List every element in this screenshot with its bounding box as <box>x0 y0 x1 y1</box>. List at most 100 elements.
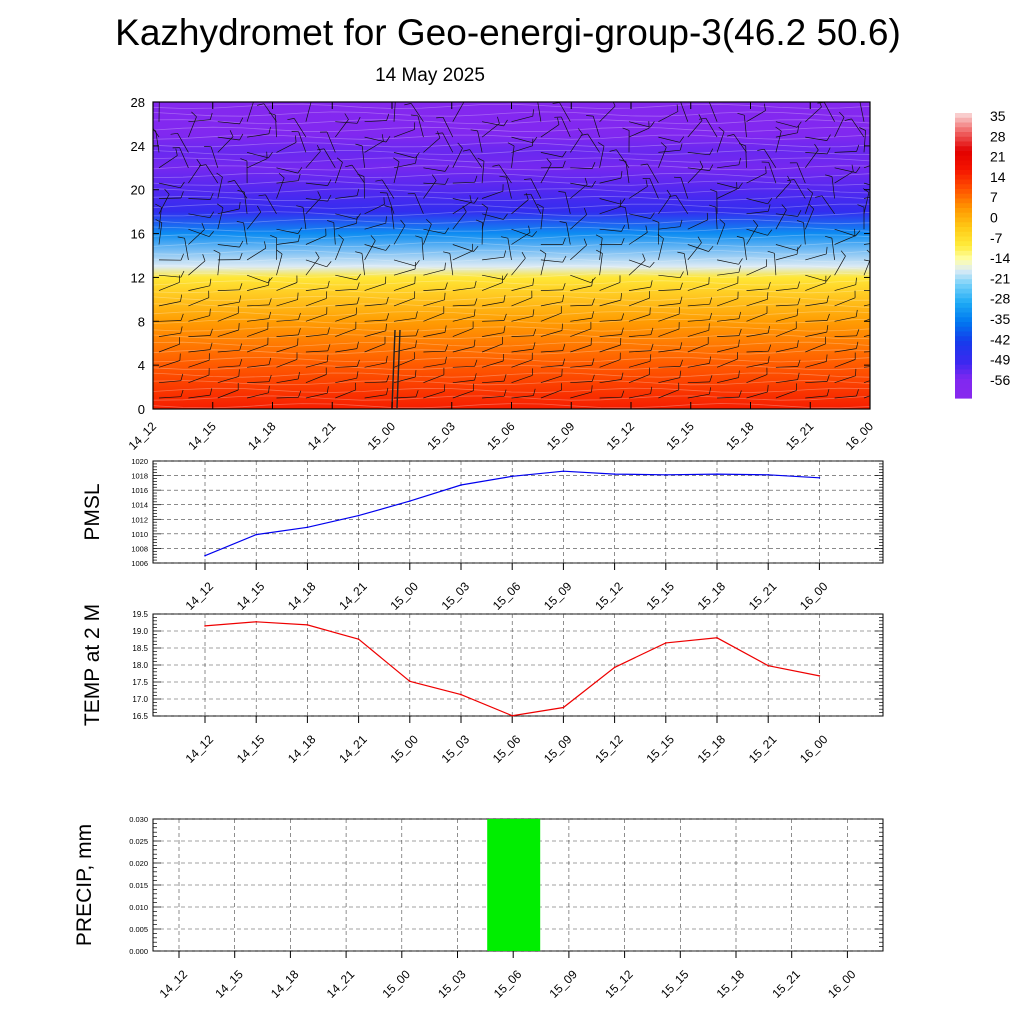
wind-barb <box>625 161 630 184</box>
wind-barb-flag <box>326 220 334 223</box>
wind-barb <box>335 121 358 124</box>
wind-barb-flag <box>652 219 660 223</box>
wind-barb-flag <box>370 235 376 241</box>
wind-barb <box>188 394 211 399</box>
wind-barb <box>599 206 621 215</box>
wind-barb <box>335 389 356 399</box>
wind-barb <box>687 167 710 171</box>
wind-barb <box>628 260 646 276</box>
wind-barb <box>559 102 571 122</box>
wind-barb <box>658 313 680 322</box>
wind-barb <box>511 228 533 237</box>
wind-barb <box>155 130 160 153</box>
wind-barb <box>863 192 870 214</box>
wind-barb-flag <box>562 160 566 168</box>
wind-barb-flag <box>229 130 234 137</box>
wind-barb-flag <box>443 384 446 392</box>
wind-barb <box>158 182 181 189</box>
wind-barb-flag <box>620 293 622 301</box>
wind-barb-flag <box>444 356 447 364</box>
wind-barb <box>305 374 327 384</box>
wind-barb-flag <box>432 174 437 181</box>
wind-barb <box>863 366 870 368</box>
wind-barb <box>393 225 406 245</box>
wind-barb <box>364 362 387 368</box>
wind-barb <box>616 149 630 168</box>
y-tick-label: 1016 <box>131 486 148 495</box>
wind-barb <box>393 162 416 169</box>
wind-barb-flag <box>356 216 358 224</box>
x-tick-label: 14_18 <box>285 732 319 766</box>
wind-barb-flag <box>239 343 243 351</box>
wind-barb-flag <box>415 390 419 398</box>
contour-line <box>153 364 870 370</box>
wind-barb <box>246 102 254 122</box>
wind-barb-flag <box>521 251 526 259</box>
wind-barb-flag <box>209 388 213 396</box>
x-tick-label: 14_21 <box>336 579 370 613</box>
wind-barb-flag <box>198 164 206 167</box>
colorbar-segment <box>955 203 972 209</box>
wind-barb <box>305 151 321 169</box>
wind-barb-flag <box>356 188 360 196</box>
wind-barb-flag <box>298 312 301 320</box>
wind-barb <box>210 146 219 168</box>
wind-barb-flag <box>531 231 538 237</box>
contour-line <box>153 134 870 140</box>
wind-barb <box>570 214 587 230</box>
wind-barb-flag <box>562 294 565 302</box>
wind-barb-flag <box>844 118 852 121</box>
wind-barb-flag <box>385 323 387 331</box>
wind-barb <box>364 136 387 143</box>
wind-barb <box>335 288 358 291</box>
wind-barb <box>687 120 703 138</box>
y-tick-label: 0 <box>138 402 145 417</box>
wind-barb-flag <box>477 157 485 162</box>
contour-line <box>153 349 870 355</box>
wind-barb <box>276 167 298 174</box>
wind-barb-flag <box>738 157 741 165</box>
y-tick-label: 1014 <box>131 501 148 510</box>
contour-line <box>153 203 870 209</box>
wind-barb <box>423 332 446 337</box>
y-tick-label: 1012 <box>131 515 148 524</box>
wind-barb-flag <box>536 203 544 208</box>
wind-barb-flag <box>767 229 773 236</box>
wind-barb <box>423 223 432 245</box>
wind-barb <box>477 130 483 153</box>
wind-barb-flag <box>562 358 566 366</box>
wind-barb <box>775 304 798 307</box>
wind-barb <box>158 301 181 307</box>
wind-barb <box>863 196 870 199</box>
contour-line <box>153 341 870 347</box>
wind-barb <box>628 297 650 307</box>
wind-barb-flag <box>797 210 802 217</box>
wind-barb <box>599 319 622 322</box>
contour-line <box>153 357 870 363</box>
wind-barb <box>158 332 181 337</box>
colorbar-label: 14 <box>990 169 1006 185</box>
wind-barb <box>863 304 870 307</box>
wind-barb-flag <box>385 136 391 143</box>
wind-barb <box>687 242 702 261</box>
contour-line <box>153 326 870 332</box>
wind-barb <box>507 238 512 260</box>
wind-barb <box>393 358 415 368</box>
y-tick-label: 0.015 <box>129 881 148 890</box>
data-point <box>767 474 769 476</box>
wind-barb <box>746 228 768 236</box>
wind-barb-flag <box>524 178 532 180</box>
x-tick-label: 14_15 <box>212 967 246 1001</box>
wind-barb <box>452 346 475 353</box>
y-tick-label: 12 <box>131 270 145 285</box>
wind-barb-flag <box>532 136 538 144</box>
wind-barb-flag <box>474 280 477 288</box>
wind-barb <box>364 319 387 322</box>
wind-barb-flag <box>709 387 712 395</box>
wind-barb <box>570 364 593 368</box>
wind-barb-flag <box>591 311 594 319</box>
wind-barb-flag <box>679 282 683 290</box>
contour-line <box>153 295 870 301</box>
wind-barb-flag <box>177 236 185 239</box>
wind-barb-flag <box>213 249 221 254</box>
